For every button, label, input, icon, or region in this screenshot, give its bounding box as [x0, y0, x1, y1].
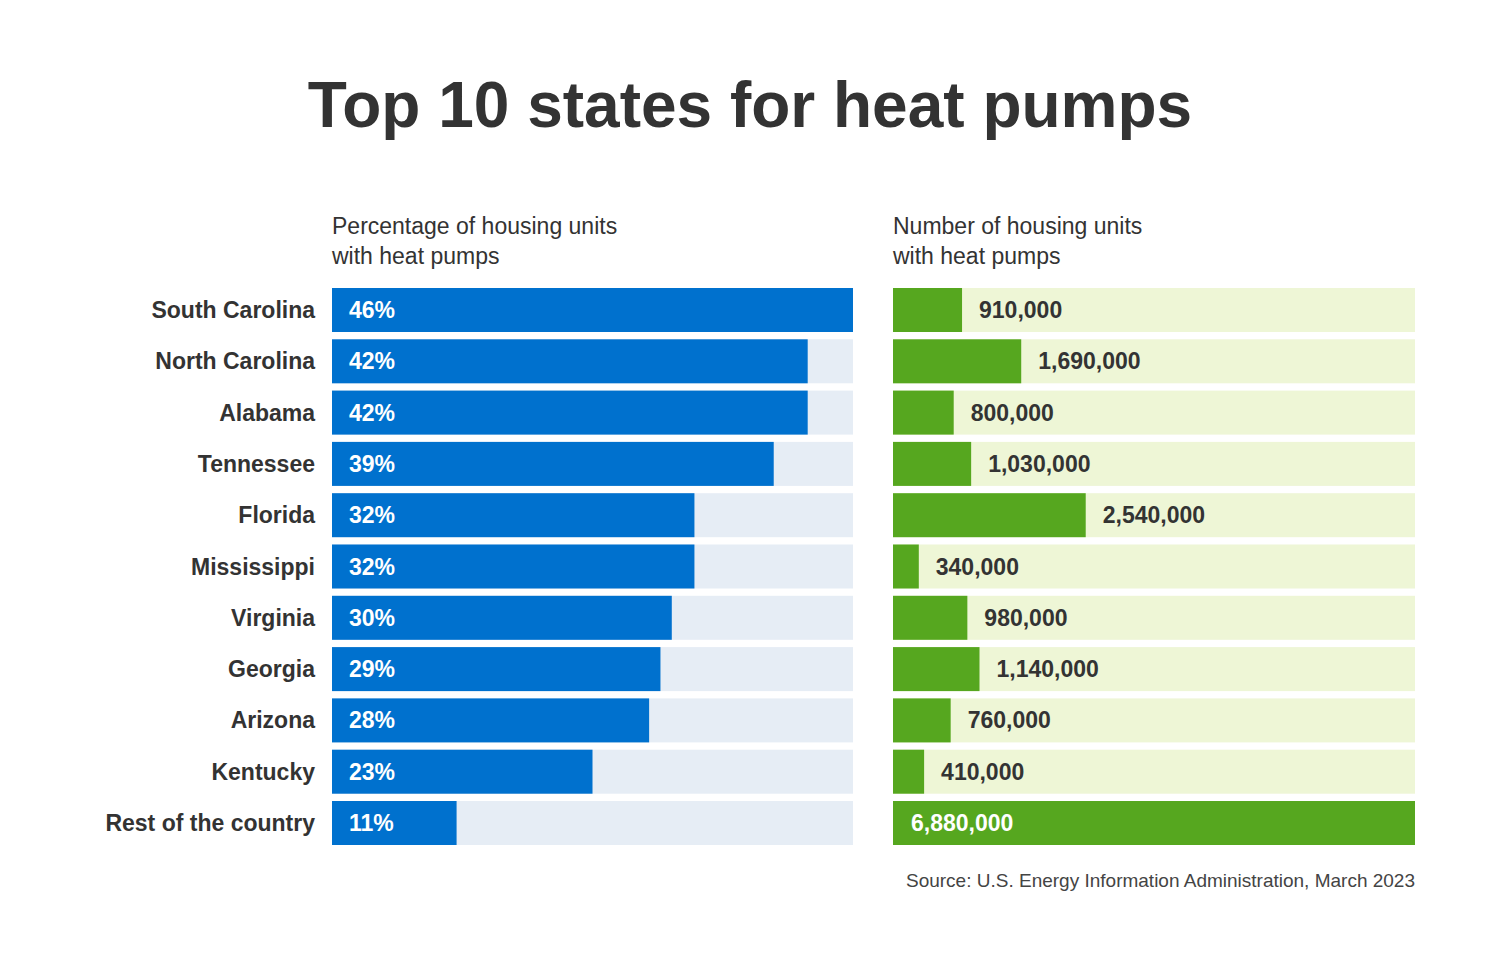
data-label: 28% [349, 707, 395, 733]
bar-track [893, 339, 1415, 383]
data-label: 46% [349, 297, 395, 323]
bar [332, 288, 853, 332]
panel-heading: Number of housing unitswith heat pumps [892, 213, 1142, 269]
bar-track [893, 545, 1415, 589]
label-group: 46% 42% 42% 39% 32% 32% 30% 29% 28% 23% 11% [349, 297, 395, 836]
data-label: 23% [349, 759, 395, 785]
bar-track [332, 801, 853, 845]
bar [893, 801, 1415, 845]
data-label: 410,000 [941, 759, 1024, 785]
category-label: Rest of the country [105, 810, 315, 836]
chart: Top 10 states for heat pumps South Caroli… [0, 0, 1500, 958]
category-label: Mississippi [191, 554, 315, 580]
data-label: 11% [349, 810, 394, 836]
data-label: 910,000 [979, 297, 1062, 323]
bar-track [893, 647, 1415, 691]
bar [893, 750, 924, 794]
category-label: South Carolina [151, 297, 315, 323]
data-label: 42% [349, 400, 395, 426]
bar [893, 596, 967, 640]
bar [893, 339, 1021, 383]
track-group [332, 288, 853, 845]
bar [332, 647, 660, 691]
bar-track [893, 750, 1415, 794]
bar [893, 288, 962, 332]
category-label: Alabama [219, 400, 315, 426]
bar-track [332, 493, 853, 537]
bar [893, 391, 954, 435]
bar [332, 442, 774, 486]
bar [332, 493, 694, 537]
bar-track [893, 801, 1415, 845]
bar-track [332, 288, 853, 332]
data-label: 6,880,000 [911, 810, 1013, 836]
category-label: Tennessee [198, 451, 315, 477]
bar [893, 545, 919, 589]
data-label: 1,030,000 [988, 451, 1090, 477]
bar-track [893, 391, 1415, 435]
category-label: Florida [238, 502, 315, 528]
bar [332, 801, 457, 845]
bar-track [893, 442, 1415, 486]
category-label: Arizona [231, 707, 316, 733]
bar-track [332, 750, 853, 794]
category-label: Georgia [228, 656, 315, 682]
category-label: Kentucky [211, 759, 315, 785]
bar [332, 596, 672, 640]
bar [893, 442, 971, 486]
bar-track [332, 442, 853, 486]
bar [893, 493, 1086, 537]
data-label: 340,000 [936, 554, 1019, 580]
data-label: 30% [349, 605, 395, 631]
data-label: 39% [349, 451, 395, 477]
category-label: Virginia [231, 605, 315, 631]
bar-track [332, 698, 853, 742]
bar-track [893, 288, 1415, 332]
bar-track [893, 493, 1415, 537]
data-label: 42% [349, 348, 395, 374]
bar-track [332, 391, 853, 435]
data-label: 1,140,000 [996, 656, 1098, 682]
panel-heading: Percentage of housing unitswith heat pum… [331, 213, 617, 269]
source-note: Source: U.S. Energy Information Administ… [906, 870, 1415, 891]
category-label: North Carolina [155, 348, 315, 374]
bar-group [893, 288, 1415, 845]
bar [893, 698, 951, 742]
bar [332, 391, 808, 435]
bar-track [332, 647, 853, 691]
bar [893, 647, 979, 691]
bar [332, 750, 593, 794]
data-label: 980,000 [984, 605, 1067, 631]
bar-track [893, 698, 1415, 742]
bar-track [893, 596, 1415, 640]
bar-track [332, 596, 853, 640]
bar [332, 545, 694, 589]
track-group [893, 288, 1415, 845]
data-label: 760,000 [968, 707, 1051, 733]
data-label: 32% [349, 502, 395, 528]
data-label: 32% [349, 554, 395, 580]
chart-title: Top 10 states for heat pumps [308, 69, 1192, 141]
bar-track [332, 545, 853, 589]
bar-group [332, 288, 853, 845]
data-label: 800,000 [971, 400, 1054, 426]
data-label: 2,540,000 [1103, 502, 1205, 528]
data-label: 29% [349, 656, 395, 682]
label-group: 910,000 1,690,000 800,000 1,030,000 2,540,00… [911, 297, 1205, 836]
bar-track [332, 339, 853, 383]
bar [332, 339, 808, 383]
bar [332, 698, 649, 742]
data-label: 1,690,000 [1038, 348, 1140, 374]
